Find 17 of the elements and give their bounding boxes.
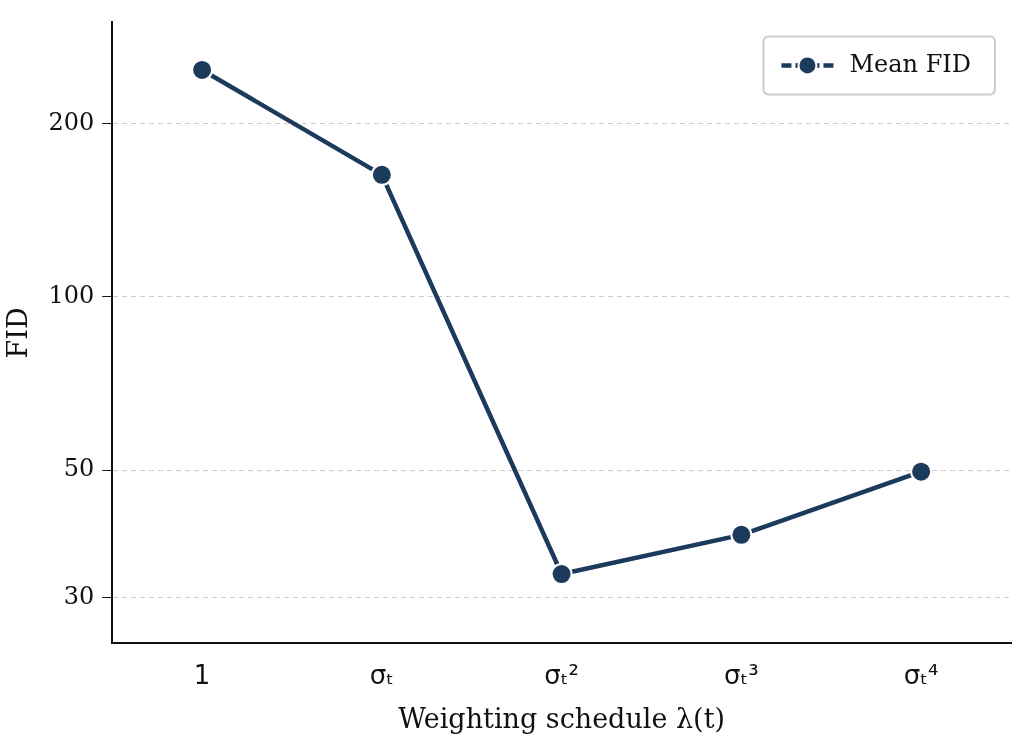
x-tick-label: σₜ⁴ — [903, 659, 939, 690]
x-tick-label: 1 — [193, 659, 211, 690]
y-tick-label: 30 — [63, 582, 95, 611]
y-tick-label: 100 — [48, 281, 95, 310]
x-axis-title: Weighting schedule λ(t) — [398, 702, 726, 734]
x-tick-label: σₜ — [369, 659, 394, 690]
point — [730, 523, 753, 546]
x-tick-label: σₜ³ — [724, 659, 759, 690]
point — [370, 163, 393, 186]
point — [910, 460, 933, 483]
y-tick-label: 200 — [48, 107, 95, 136]
y-axis-title: FID — [2, 307, 34, 359]
point — [550, 563, 573, 586]
y-tick-label: 50 — [63, 454, 95, 483]
legend-label: Mean FID — [849, 49, 971, 78]
x-tick-label: σₜ² — [544, 659, 579, 690]
point — [191, 58, 214, 81]
